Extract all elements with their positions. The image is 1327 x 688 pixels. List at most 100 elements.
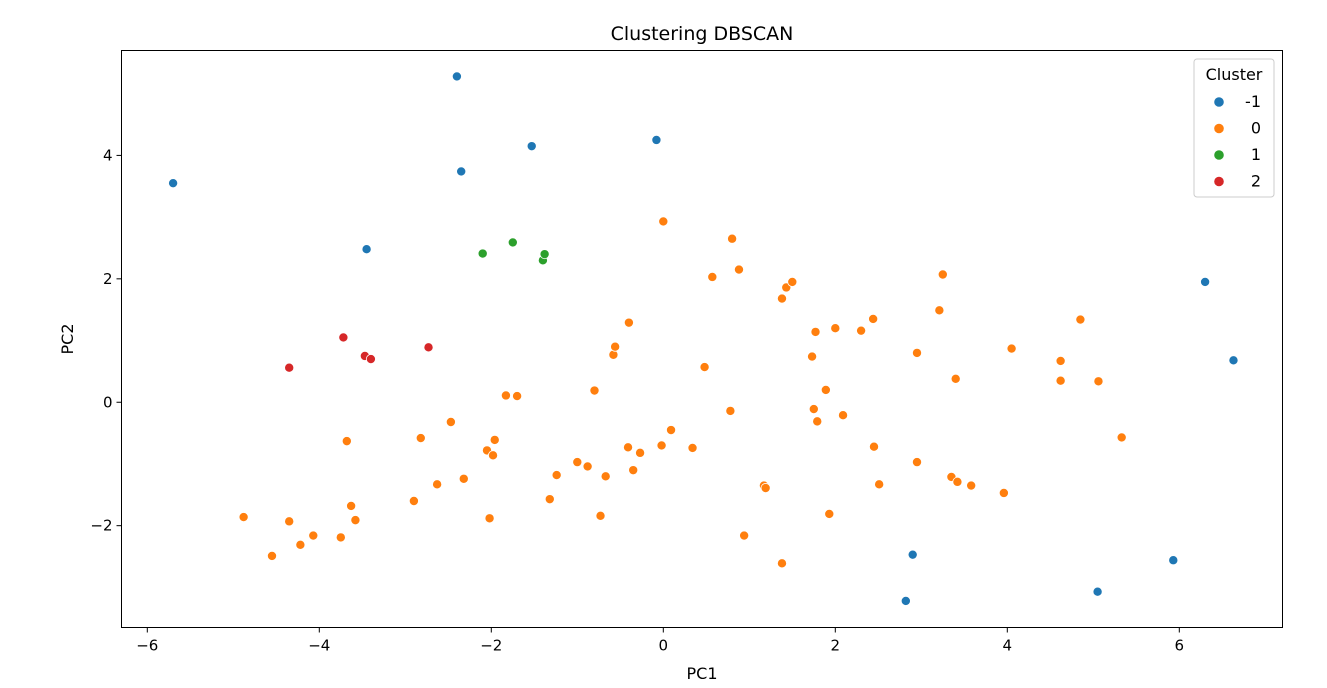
point-cluster-0-1 xyxy=(266,550,277,561)
y-tick-label: 0 xyxy=(103,393,113,411)
legend: Cluster -1 0 1 2 xyxy=(1193,58,1275,198)
point-cluster-0-66 xyxy=(950,373,961,384)
legend-label--1: -1 xyxy=(1245,92,1261,111)
point-cluster-2-3 xyxy=(365,354,376,365)
point-cluster-0-5 xyxy=(335,532,346,543)
point-cluster-2-0 xyxy=(284,362,295,373)
point-cluster--1-1 xyxy=(361,244,372,255)
point-cluster-0-22 xyxy=(572,457,583,468)
point-cluster--1-6 xyxy=(1200,276,1211,287)
point-cluster-0-54 xyxy=(824,508,835,519)
point-cluster-0-62 xyxy=(912,457,923,468)
point-cluster-0-4 xyxy=(308,530,319,541)
point-cluster-0-55 xyxy=(830,323,841,334)
point-cluster-0-44 xyxy=(760,483,771,494)
point-cluster-0-10 xyxy=(415,433,426,444)
point-cluster-0-51 xyxy=(810,326,821,337)
y-axis-ticks: −2 0 2 4 xyxy=(90,146,122,535)
legend-marker-1 xyxy=(1213,149,1225,161)
point-cluster-0-35 xyxy=(666,425,677,436)
legend-label-2: 2 xyxy=(1251,172,1261,191)
point-cluster-0-60 xyxy=(874,479,885,490)
point-cluster-0-70 xyxy=(1006,343,1017,354)
point-cluster-0-42 xyxy=(739,530,750,541)
x-tick-label: 4 xyxy=(1003,637,1013,655)
point-cluster-0-48 xyxy=(787,276,798,287)
point-cluster--1-7 xyxy=(1228,355,1239,366)
x-tick-label: −6 xyxy=(136,637,158,655)
point-cluster--1-3 xyxy=(456,166,467,177)
point-cluster-2-4 xyxy=(423,342,434,353)
point-cluster--1-11 xyxy=(1168,555,1179,566)
point-cluster-0-15 xyxy=(484,513,495,524)
point-cluster-0-71 xyxy=(1055,355,1066,366)
point-cluster-0-41 xyxy=(733,264,744,275)
point-cluster-0-32 xyxy=(635,447,646,458)
point-cluster-0-28 xyxy=(610,341,621,352)
point-cluster-0-7 xyxy=(346,500,357,511)
y-axis-label: PC2 xyxy=(58,324,77,355)
point-cluster-0-12 xyxy=(445,416,456,427)
legend-marker-2 xyxy=(1213,175,1225,188)
point-cluster-0-58 xyxy=(868,313,879,324)
point-cluster--1-8 xyxy=(907,549,918,560)
point-cluster-0-30 xyxy=(623,317,634,328)
x-axis-label: PC1 xyxy=(687,664,718,683)
point-cluster--1-5 xyxy=(651,134,662,145)
point-cluster-0-67 xyxy=(952,476,963,487)
y-tick-label: −2 xyxy=(90,517,112,535)
point-cluster-0-37 xyxy=(699,362,710,373)
point-cluster-1-1 xyxy=(507,237,518,248)
point-cluster-0-29 xyxy=(623,442,634,453)
point-cluster-0-27 xyxy=(608,349,619,360)
point-cluster-0-53 xyxy=(820,384,831,395)
x-axis-ticks: −6 −4 −2 0 2 4 6 xyxy=(136,627,1184,655)
point-cluster-0-11 xyxy=(432,479,443,490)
point-cluster-0-52 xyxy=(812,416,823,427)
point-cluster-0-72 xyxy=(1055,375,1066,386)
point-cluster-0-49 xyxy=(807,351,818,362)
point-cluster-0-75 xyxy=(1116,432,1127,443)
y-tick-label: 4 xyxy=(103,146,113,164)
point-cluster-0-50 xyxy=(808,404,819,415)
point-cluster-0-19 xyxy=(512,391,523,402)
point-cluster-0-2 xyxy=(284,516,295,527)
chart-title: Clustering DBSCAN xyxy=(611,23,794,45)
point-cluster-0-9 xyxy=(408,495,419,506)
point-cluster-0-25 xyxy=(595,510,606,521)
point-cluster-0-23 xyxy=(582,461,593,472)
legend-entries: -1 0 1 2 xyxy=(1213,92,1261,191)
plot-frame xyxy=(121,50,1283,628)
point-cluster-2-1 xyxy=(338,332,349,343)
points-layer xyxy=(168,71,1239,606)
point-cluster--1-2 xyxy=(451,71,462,82)
point-cluster-0-73 xyxy=(1075,314,1086,325)
point-cluster-0-6 xyxy=(341,436,352,447)
point-cluster--1-0 xyxy=(168,178,179,189)
point-cluster-1-3 xyxy=(539,249,550,260)
point-cluster-0-13 xyxy=(458,473,469,484)
legend-box xyxy=(1193,58,1275,198)
point-cluster-0-34 xyxy=(658,216,669,227)
point-cluster-0-3 xyxy=(295,539,306,550)
x-tick-label: −4 xyxy=(308,637,330,655)
x-tick-label: −2 xyxy=(480,637,502,655)
point-cluster-0-26 xyxy=(600,471,611,482)
point-cluster-0-57 xyxy=(856,325,867,336)
point-cluster-0-59 xyxy=(869,441,880,452)
point-cluster-0-64 xyxy=(937,269,948,280)
point-cluster-0-0 xyxy=(238,512,249,523)
y-tick-label: 2 xyxy=(103,270,113,288)
point-cluster-0-40 xyxy=(727,233,738,244)
point-cluster-0-24 xyxy=(589,385,600,396)
legend-marker--1 xyxy=(1213,96,1225,108)
point-cluster--1-9 xyxy=(900,595,911,606)
point-cluster-0-56 xyxy=(838,410,849,421)
point-cluster-0-16 xyxy=(488,450,499,461)
point-cluster-0-63 xyxy=(934,305,945,316)
point-cluster-0-74 xyxy=(1093,376,1104,387)
point-cluster-0-36 xyxy=(687,442,698,453)
legend-title: Cluster xyxy=(1206,65,1263,84)
legend-label-0: 0 xyxy=(1251,119,1261,138)
